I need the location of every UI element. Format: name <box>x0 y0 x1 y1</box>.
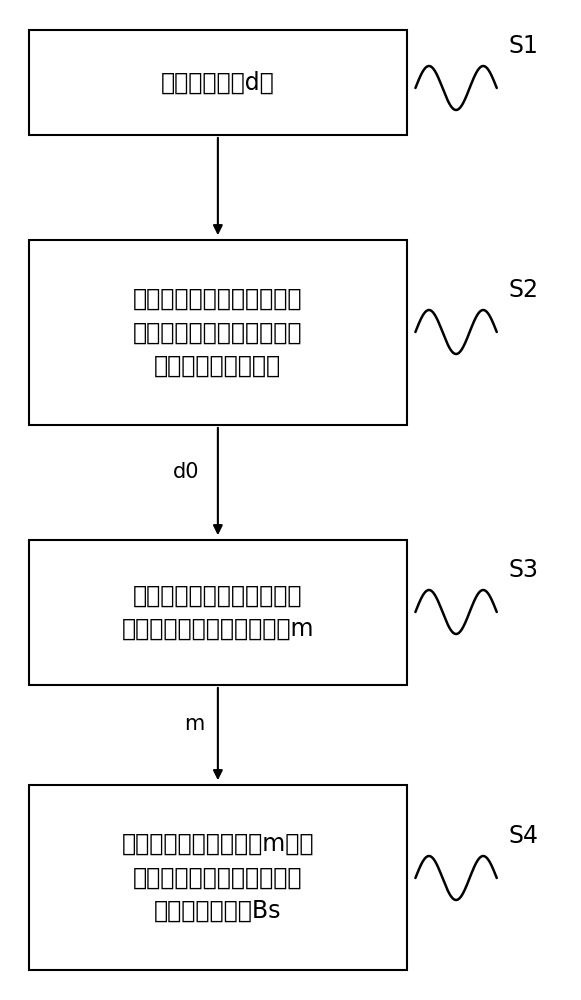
Text: S2: S2 <box>508 278 539 302</box>
Text: 获取磁场数据d。: 获取磁场数据d。 <box>161 70 275 95</box>
Text: S3: S3 <box>508 558 539 582</box>
FancyBboxPatch shape <box>29 240 407 425</box>
FancyBboxPatch shape <box>29 785 407 970</box>
Text: S4: S4 <box>508 824 539 848</box>
Text: 构建反演网格模型，对所述
反演网格模型进行结构化非
均匀的多层网格剖分: 构建反演网格模型，对所述 反演网格模型进行结构化非 均匀的多层网格剖分 <box>133 287 303 378</box>
FancyBboxPatch shape <box>29 540 407 685</box>
Text: 构建目标函数，采用积分方
程三维反演计算等效源模型m: 构建目标函数，采用积分方 程三维反演计算等效源模型m <box>121 584 314 641</box>
Text: 基于所求的等效源模型m，通
过积分方程磁场三维正演计
算得到化极数据Bs: 基于所求的等效源模型m，通 过积分方程磁场三维正演计 算得到化极数据Bs <box>121 832 314 923</box>
FancyBboxPatch shape <box>29 30 407 135</box>
Text: S1: S1 <box>508 34 538 58</box>
Text: m: m <box>185 714 205 734</box>
Text: d0: d0 <box>173 462 199 482</box>
